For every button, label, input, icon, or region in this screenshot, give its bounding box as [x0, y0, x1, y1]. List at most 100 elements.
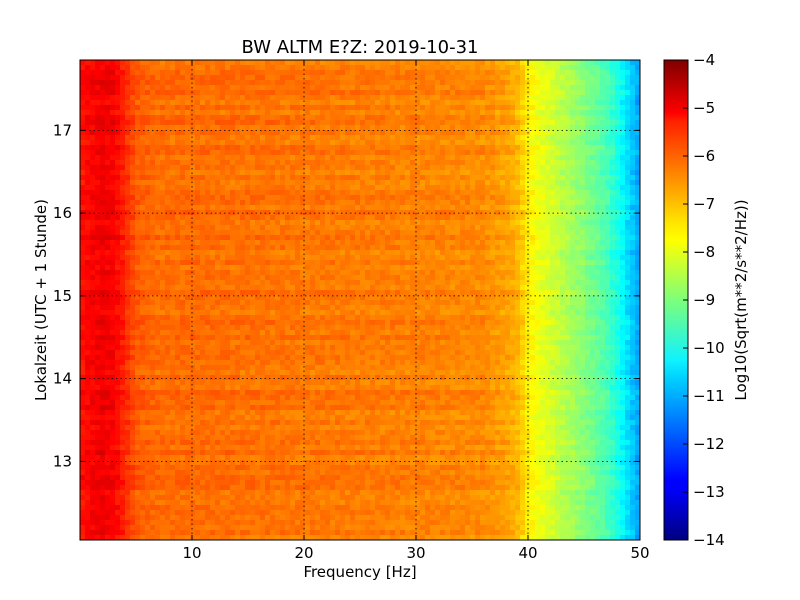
spectrogram-cell: [360, 215, 366, 221]
spectrogram-cell: [155, 170, 161, 176]
spectrogram-cell: [235, 245, 241, 251]
spectrogram-cell: [220, 275, 226, 281]
spectrogram-cell: [400, 135, 406, 141]
spectrogram-cell: [220, 140, 226, 146]
spectrogram-cell: [315, 140, 321, 146]
spectrogram-cell: [620, 165, 626, 171]
spectrogram-cell: [145, 280, 151, 286]
spectrogram-cell: [210, 120, 216, 126]
spectrogram-cell: [445, 220, 451, 226]
spectrogram-cell: [230, 150, 236, 156]
spectrogram-cell: [340, 130, 346, 136]
spectrogram-cell: [185, 140, 191, 146]
spectrogram-cell: [310, 100, 316, 106]
spectrogram-cell: [475, 265, 481, 271]
spectrogram-cell: [635, 120, 640, 126]
spectrogram-cell: [615, 150, 621, 156]
spectrogram-cell: [330, 230, 336, 236]
spectrogram-cell: [605, 95, 611, 101]
spectrogram-cell: [175, 170, 181, 176]
spectrogram-cell: [315, 130, 321, 136]
spectrogram-cell: [265, 60, 271, 66]
spectrogram-cell: [480, 205, 486, 211]
spectrogram-cell: [170, 220, 176, 226]
spectrogram-cell: [300, 75, 306, 81]
spectrogram-cell: [210, 105, 216, 111]
spectrogram-cell: [90, 175, 96, 181]
spectrogram-cell: [475, 140, 481, 146]
spectrogram-cell: [560, 195, 566, 201]
spectrogram-cell: [500, 250, 506, 256]
spectrogram-cell: [555, 215, 561, 221]
spectrogram-cell: [515, 70, 521, 76]
spectrogram-cell: [540, 205, 546, 211]
spectrogram-cell: [250, 145, 256, 151]
spectrogram-cell: [195, 125, 201, 131]
spectrogram-cell: [355, 205, 361, 211]
spectrogram-cell: [230, 280, 236, 286]
spectrogram-cell: [90, 210, 96, 216]
spectrogram-cell: [420, 220, 426, 226]
spectrogram-cell: [545, 60, 551, 66]
spectrogram-cell: [310, 235, 316, 241]
spectrogram-cell: [410, 110, 416, 116]
spectrogram-cell: [285, 75, 291, 81]
spectrogram-cell: [515, 140, 521, 146]
spectrogram-cell: [625, 180, 631, 186]
spectrogram-cell: [300, 90, 306, 96]
spectrogram-cell: [595, 215, 601, 221]
spectrogram-cell: [330, 105, 336, 111]
spectrogram-cell: [495, 210, 501, 216]
spectrogram-cell: [385, 275, 391, 281]
spectrogram-cell: [325, 240, 331, 246]
spectrogram-cell: [620, 195, 626, 201]
spectrogram-cell: [535, 190, 541, 196]
spectrogram-cell: [540, 145, 546, 151]
spectrogram-cell: [125, 175, 131, 181]
spectrogram-cell: [135, 195, 141, 201]
spectrogram-cell: [400, 95, 406, 101]
spectrogram-cell: [385, 240, 391, 246]
spectrogram-cell: [380, 280, 386, 286]
spectrogram-cell: [140, 185, 146, 191]
spectrogram-cell: [290, 225, 296, 231]
spectrogram-cell: [140, 215, 146, 221]
spectrogram-cell: [285, 170, 291, 176]
spectrogram-cell: [360, 100, 366, 106]
spectrogram-cell: [560, 230, 566, 236]
spectrogram-cell: [485, 175, 491, 181]
spectrogram-cell: [270, 80, 276, 86]
spectrogram-cell: [150, 130, 156, 136]
spectrogram-cell: [170, 250, 176, 256]
spectrogram-cell: [350, 105, 356, 111]
spectrogram-cell: [635, 175, 640, 181]
spectrogram-cell: [105, 175, 111, 181]
spectrogram-cell: [215, 70, 221, 76]
spectrogram-cell: [565, 110, 571, 116]
spectrogram-cell: [120, 95, 126, 101]
spectrogram-cell: [355, 75, 361, 81]
spectrogram-cell: [420, 215, 426, 221]
spectrogram-cell: [560, 115, 566, 121]
spectrogram-cell: [255, 95, 261, 101]
spectrogram-cell: [150, 185, 156, 191]
spectrogram-cell: [470, 170, 476, 176]
spectrogram-cell: [585, 195, 591, 201]
spectrogram-cell: [175, 245, 181, 251]
spectrogram-cell: [105, 250, 111, 256]
spectrogram-cell: [405, 130, 411, 136]
spectrogram-cell: [535, 215, 541, 221]
spectrogram-cell: [590, 130, 596, 136]
spectrogram-cell: [365, 275, 371, 281]
spectrogram-cell: [165, 85, 171, 91]
spectrogram-cell: [560, 145, 566, 151]
spectrogram-cell: [195, 180, 201, 186]
spectrogram-cell: [370, 135, 376, 141]
spectrogram-cell: [450, 100, 456, 106]
spectrogram-cell: [450, 265, 456, 271]
spectrogram-cell: [125, 265, 131, 271]
spectrogram-cell: [460, 155, 466, 161]
spectrogram-cell: [180, 60, 186, 66]
spectrogram-cell: [245, 95, 251, 101]
spectrogram-cell: [455, 80, 461, 86]
